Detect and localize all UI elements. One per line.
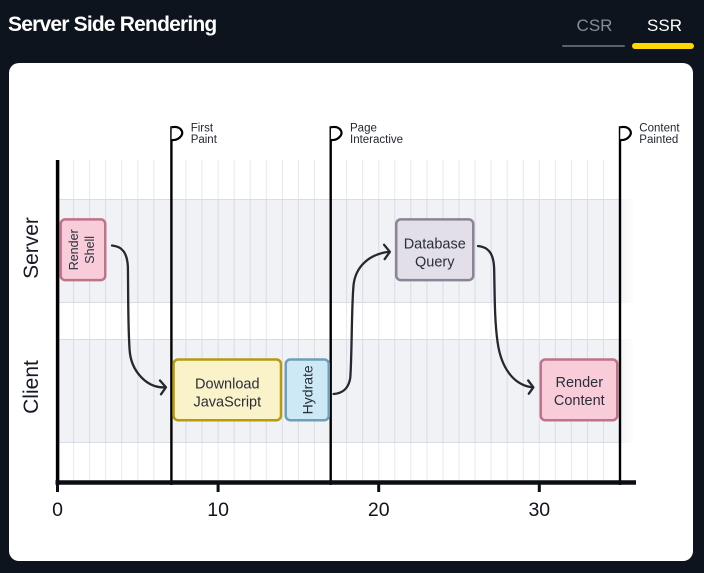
svg-text:Server: Server [20,217,43,279]
svg-text:10: 10 [207,499,229,521]
svg-text:Content: Content [554,393,605,409]
svg-text:JavaScript: JavaScript [193,395,261,411]
svg-text:Page: Page [350,123,377,135]
svg-text:30: 30 [528,499,550,521]
svg-text:Hydrate: Hydrate [299,365,315,414]
svg-text:Render: Render [556,375,604,391]
svg-text:Render: Render [67,229,81,270]
svg-text:Client: Client [20,360,43,414]
svg-text:Shell: Shell [83,236,97,264]
svg-text:Paint: Paint [191,134,218,146]
svg-text:Painted: Painted [639,134,678,146]
svg-text:First: First [191,123,214,135]
svg-text:Query: Query [415,255,455,271]
svg-text:Database: Database [404,237,466,253]
svg-text:Content: Content [639,123,680,135]
svg-text:Download: Download [195,377,260,393]
svg-text:0: 0 [52,499,63,521]
svg-text:Interactive: Interactive [350,134,403,146]
svg-text:20: 20 [368,499,390,521]
